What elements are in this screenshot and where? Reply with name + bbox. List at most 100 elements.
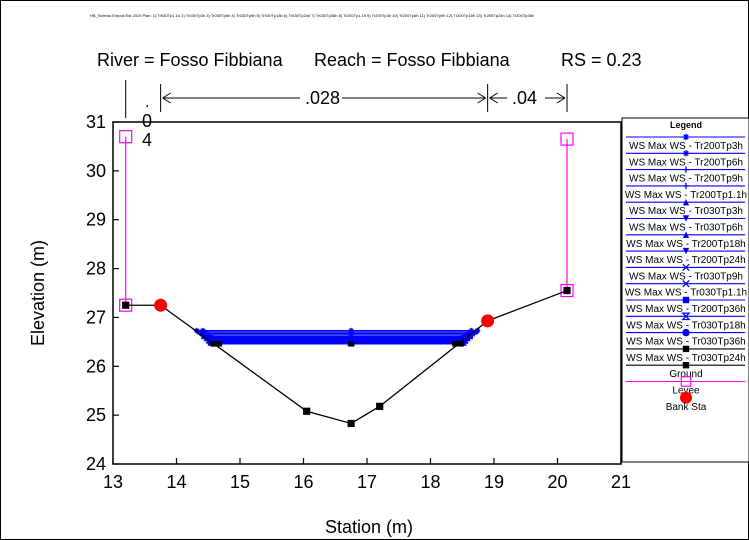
legend-item-0: WS Max WS - Tr200Tp3h: [626, 133, 745, 152]
legend-marker-3: [682, 182, 690, 190]
mannings-arrow-left: [162, 92, 171, 104]
ground-point-3: [347, 419, 355, 428]
legend-marker-13: [682, 345, 690, 353]
y-tick-label-0: 24: [86, 454, 106, 474]
ground-point-0: [122, 301, 130, 309]
legend-label-14: Ground: [669, 369, 702, 380]
legend-label-12: WS Max WS - Tr030Tp36h: [626, 337, 745, 348]
legend-item-3: WS Max WS - Tr200Tp1.1h: [625, 182, 747, 201]
legend-item-7: WS Max WS - Tr200Tp24h: [626, 247, 746, 266]
bank-station-0: [154, 298, 168, 312]
legend-label-5: WS Max WS - Tr030Tp6h: [629, 223, 743, 234]
y-tick-label-5: 29: [86, 210, 106, 230]
mannings-arrow-mid-right: [477, 92, 486, 104]
ws-marker-13-3: [452, 341, 458, 347]
legend-marker-0: [682, 133, 690, 141]
x-tick-label-4: 17: [357, 472, 377, 492]
legend-marker-8: [682, 263, 690, 272]
legend-marker-7: [682, 247, 690, 255]
ground-point-4: [376, 402, 384, 410]
legend-marker-5: [682, 215, 690, 222]
legend-label-16: Bank Sta: [666, 402, 707, 413]
x-tick-label-7: 20: [547, 472, 567, 492]
legend-item-4: WS Max WS - Tr030Tp3h: [626, 199, 745, 217]
axes: 13 14 15 16 17 18 19 20 21 24 25 26 27 28 29 30 31: [86, 112, 631, 492]
legend-marker-15: [680, 376, 692, 387]
legend-label-11: WS Max WS - Tr030Tp18h: [626, 320, 745, 331]
x-tick-label-2: 15: [230, 472, 250, 492]
ws-marker-13-4: [458, 341, 464, 347]
legend-label-4: WS Max WS - Tr030Tp3h: [629, 206, 743, 217]
x-tick-label-5: 18: [420, 472, 440, 492]
legend-item-15: Levee: [626, 376, 745, 397]
y-tick-label-7: 31: [86, 112, 106, 132]
plot-marks: [119, 130, 574, 428]
mannings-channel-label: .028: [305, 88, 340, 108]
legend-item-9: WS Max WS - Tr030Tp1.1h: [625, 280, 747, 299]
legend-marker-10: [682, 296, 690, 304]
mannings-right-label: .04: [512, 88, 537, 108]
x-tick-label-8: 21: [611, 472, 631, 492]
legend-label-1: WS Max WS - Tr200Tp6h: [629, 157, 743, 168]
legend-item-6: WS Max WS - Tr200Tp18h: [626, 231, 746, 250]
legend-item-5: WS Max WS - Tr030Tp6h: [626, 215, 745, 234]
mannings-left-char-1: .: [145, 94, 149, 111]
legend-label-0: WS Max WS - Tr200Tp3h: [629, 141, 743, 152]
x-tick-label-1: 14: [166, 472, 186, 492]
legend-marker-16: [680, 391, 692, 404]
y-tick-label-2: 26: [86, 356, 106, 376]
mannings-n-annotations: . 0 4 .028 .04: [125, 80, 568, 150]
legend-label-15: Levee: [672, 386, 700, 397]
x-axis-title: Station (m): [325, 517, 413, 537]
legend-item-16: Bank Sta: [666, 391, 707, 413]
legend-marker-1: [682, 150, 690, 157]
legend-label-2: WS Max WS - Tr200Tp9h: [629, 174, 743, 185]
legend-items: WS Max WS - Tr200Tp3h WS Max WS - Tr200Tp…: [625, 133, 747, 413]
bank-station-1: [481, 314, 495, 328]
legend-item-2: WS Max WS - Tr200Tp9h: [626, 166, 745, 185]
y-tick-label-4: 28: [86, 259, 106, 279]
legend-marker-6: [682, 231, 690, 238]
ground-point-2: [303, 407, 311, 415]
title-river: River = Fosso Fibbiana: [97, 50, 284, 70]
y-axis-title: Elevation (m): [28, 240, 48, 346]
ground-point-6: [563, 286, 571, 295]
legend-item-12: WS Max WS - Tr030Tp36h: [626, 328, 746, 348]
legend-marker-2: [682, 166, 690, 173]
levee-top-marker-1: [560, 132, 574, 146]
title-reach: Reach = Fosso Fibbiana: [314, 50, 511, 70]
x-tick-label-3: 16: [293, 472, 313, 492]
legend-item-11: WS Max WS - Tr030Tp18h: [626, 312, 746, 331]
legend-title: Legend: [670, 120, 702, 130]
legend-marker-9: [682, 280, 690, 288]
legend-marker-4: [682, 199, 690, 206]
title-rs: RS = 0.23: [561, 50, 642, 70]
legend-item-8: WS Max WS - Tr030Tp9h: [626, 263, 745, 282]
legend-label-9: WS Max WS - Tr030Tp1.1h: [625, 288, 747, 299]
legend-marker-12: [682, 328, 690, 337]
legend-label-3: WS Max WS - Tr200Tp1.1h: [625, 190, 747, 201]
legend-label-13: WS Max WS - Tr030Tp24h: [626, 353, 745, 364]
levee-top-marker-0: [119, 130, 133, 144]
y-tick-label-6: 30: [86, 161, 106, 181]
plot-area: [112, 121, 622, 465]
legend-label-8: WS Max WS - Tr030Tp9h: [629, 271, 743, 282]
legend-item-10: WS Max WS - Tr200Tp36h: [626, 296, 746, 315]
x-tick-label-0: 13: [103, 472, 123, 492]
ground-line: [125, 289, 568, 425]
mannings-arrow-mid-left: [489, 92, 498, 104]
legend-item-1: WS Max WS - Tr200Tp6h: [626, 150, 745, 168]
legend-marker-14: [682, 362, 690, 369]
legend-box: [621, 117, 749, 463]
legend-marker-11: [681, 312, 691, 321]
plan-header: HB_Selenia Empoli Est 2019 Plan: 1) Tr03…: [90, 13, 534, 18]
legend-item-14: Ground: [626, 362, 745, 380]
legend-label-6: WS Max WS - Tr200Tp18h: [626, 239, 745, 250]
x-tick-label-6: 19: [484, 472, 504, 492]
mannings-left-char-3: 4: [142, 130, 152, 150]
y-tick-label-3: 27: [86, 307, 106, 327]
y-tick-label-1: 25: [86, 405, 106, 425]
ws-marker-13-1: [216, 341, 223, 347]
mannings-left-char-2: 0: [142, 111, 152, 131]
